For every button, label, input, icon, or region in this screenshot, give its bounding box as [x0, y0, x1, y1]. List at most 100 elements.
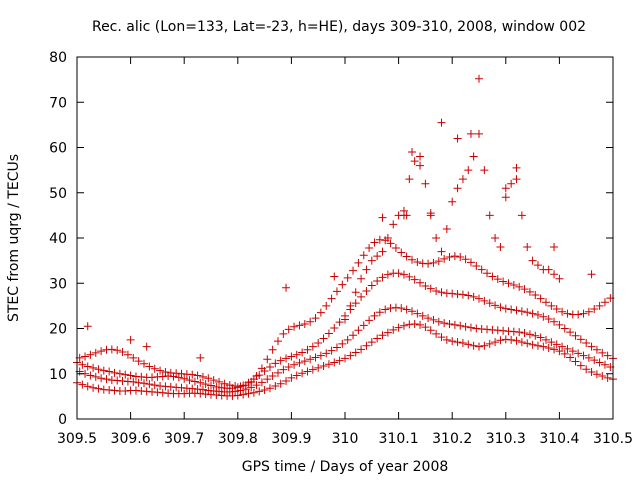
data-point — [491, 338, 500, 347]
data-point — [161, 367, 170, 376]
data-point — [426, 209, 435, 218]
data-point — [429, 258, 438, 267]
data-point — [453, 184, 462, 193]
data-point — [464, 166, 473, 175]
data-point — [397, 304, 406, 313]
data-point — [324, 329, 333, 338]
data-point — [533, 341, 542, 350]
data-point — [188, 370, 197, 379]
data-point — [507, 179, 516, 188]
data-point — [322, 301, 331, 310]
data-point — [97, 347, 106, 356]
data-point — [276, 379, 285, 388]
data-point — [483, 269, 492, 278]
data-point — [193, 371, 202, 380]
data-point — [399, 321, 408, 330]
data-point — [477, 265, 486, 274]
data-point — [603, 351, 612, 360]
data-point — [335, 356, 344, 365]
data-point — [370, 311, 379, 320]
data-point — [287, 352, 296, 361]
data-point — [555, 274, 564, 283]
data-point — [292, 350, 301, 359]
y-tick-label: 80 — [49, 50, 67, 66]
data-point — [271, 381, 280, 390]
data-point — [252, 381, 261, 390]
data-point — [558, 342, 567, 351]
data-point — [282, 354, 291, 363]
data-point — [118, 348, 127, 357]
data-point — [365, 243, 374, 252]
data-point — [480, 166, 489, 175]
data-point — [249, 388, 258, 397]
data-point — [327, 346, 336, 355]
data-point — [99, 366, 108, 375]
data-point — [432, 286, 441, 295]
data-point — [126, 335, 135, 344]
data-point — [448, 197, 457, 206]
data-point — [426, 284, 435, 293]
data-point — [362, 286, 371, 295]
data-point — [571, 357, 580, 366]
data-point — [233, 391, 242, 400]
data-point — [359, 321, 368, 330]
data-point — [156, 366, 165, 375]
data-point — [550, 345, 559, 354]
data-point — [274, 337, 282, 346]
data-point — [91, 372, 100, 381]
data-point — [523, 339, 532, 348]
data-point — [306, 317, 315, 326]
data-point — [346, 351, 355, 360]
data-point — [349, 266, 358, 275]
y-tick-label: 10 — [49, 367, 67, 383]
data-point — [263, 355, 272, 364]
data-point — [343, 335, 352, 344]
data-point — [300, 319, 309, 328]
data-point — [319, 334, 328, 343]
data-point — [456, 321, 465, 330]
data-point — [466, 323, 475, 332]
x-tick-label: 310.4 — [539, 431, 579, 447]
data-point — [603, 373, 612, 382]
data-point — [215, 377, 224, 386]
data-point — [351, 288, 360, 297]
data-point — [539, 312, 548, 321]
data-point — [341, 315, 349, 324]
data-point — [528, 309, 537, 318]
data-point — [295, 321, 304, 330]
data-point — [89, 383, 98, 392]
data-point — [448, 337, 457, 346]
data-point — [491, 234, 500, 242]
data-point — [528, 256, 537, 265]
data-point — [330, 272, 339, 281]
data-point — [196, 378, 205, 387]
data-point — [434, 257, 443, 266]
data-point — [517, 307, 526, 316]
data-point — [539, 342, 548, 351]
data-point — [544, 314, 553, 323]
data-point — [504, 279, 513, 288]
data-point — [512, 306, 521, 315]
data-point — [491, 301, 500, 310]
data-point — [86, 350, 95, 359]
data-point — [324, 360, 333, 369]
data-point — [83, 382, 92, 391]
data-point — [83, 362, 92, 371]
data-point — [464, 291, 473, 300]
data-point — [475, 129, 483, 138]
data-point — [279, 329, 288, 338]
data-point — [595, 301, 604, 310]
data-point — [542, 298, 550, 307]
data-point — [507, 305, 516, 314]
data-point — [290, 322, 299, 331]
data-point — [276, 356, 285, 365]
data-point — [115, 369, 124, 378]
data-point — [408, 307, 416, 316]
data-point — [145, 380, 154, 389]
data-point — [563, 309, 572, 318]
data-point — [389, 220, 398, 229]
data-point — [410, 275, 419, 284]
data-point — [362, 265, 371, 274]
data-point — [542, 335, 550, 344]
data-point — [196, 353, 205, 362]
